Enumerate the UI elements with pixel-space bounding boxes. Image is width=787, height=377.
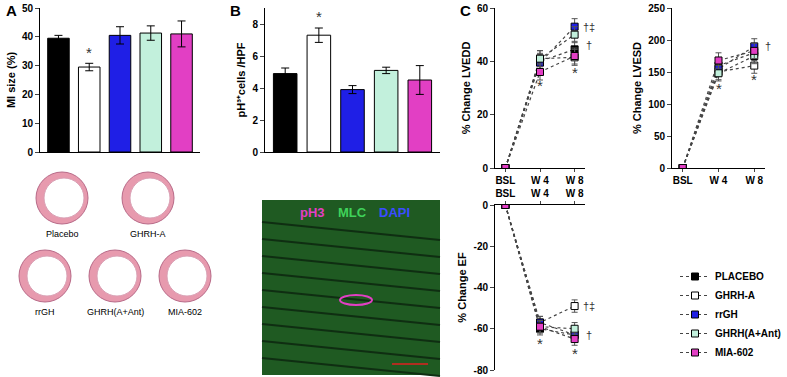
svg-text:GHRH(A+Ant): GHRH(A+Ant) <box>87 307 144 317</box>
svg-text:*: * <box>86 44 92 61</box>
svg-text:20: 20 <box>477 109 489 120</box>
svg-text:*: * <box>751 71 757 88</box>
svg-text:150: 150 <box>648 67 665 78</box>
svg-text:W 4: W 4 <box>710 175 728 186</box>
svg-text:GHRH-A: GHRH-A <box>715 290 755 301</box>
svg-text:†‡: †‡ <box>583 21 595 33</box>
svg-text:0: 0 <box>659 163 665 174</box>
svg-text:0: 0 <box>482 200 488 211</box>
svg-text:6: 6 <box>252 51 258 62</box>
svg-text:MI size (%): MI size (%) <box>5 52 17 109</box>
svg-text:pH³⁺cells /HPF: pH³⁺cells /HPF <box>235 42 247 117</box>
svg-text:% Change EF: % Change EF <box>456 252 468 323</box>
svg-text:200: 200 <box>648 35 665 46</box>
svg-text:BSL: BSL <box>673 175 693 186</box>
svg-text:100: 100 <box>648 99 665 110</box>
svg-text:30: 30 <box>22 60 34 71</box>
svg-text:250: 250 <box>648 3 665 14</box>
svg-text:†‡: †‡ <box>583 300 595 312</box>
svg-text:% Change LVESD: % Change LVESD <box>631 42 643 134</box>
svg-text:pH3: pH3 <box>300 205 325 220</box>
svg-text:GHRH-A: GHRH-A <box>130 229 166 239</box>
svg-text:BSL: BSL <box>495 175 515 186</box>
svg-text:% Change LVEDD: % Change LVEDD <box>460 42 472 135</box>
svg-text:BSL: BSL <box>495 188 515 199</box>
svg-text:*: * <box>716 80 722 97</box>
svg-text:*: * <box>572 345 578 362</box>
svg-text:4: 4 <box>252 83 258 94</box>
svg-text:-80: -80 <box>474 365 489 376</box>
svg-text:*: * <box>537 77 543 94</box>
svg-text:†: † <box>586 39 592 51</box>
svg-text:A: A <box>6 2 17 19</box>
svg-text:C: C <box>460 2 471 19</box>
svg-text:0: 0 <box>27 147 33 158</box>
svg-text:-20: -20 <box>474 241 489 252</box>
svg-text:8: 8 <box>252 19 258 30</box>
svg-text:-60: -60 <box>474 323 489 334</box>
svg-text:rrGH: rrGH <box>35 307 55 317</box>
svg-text:60: 60 <box>477 3 489 14</box>
svg-text:MLC: MLC <box>338 205 367 220</box>
svg-text:*: * <box>316 8 322 25</box>
svg-text:PLACEBO: PLACEBO <box>715 271 764 282</box>
svg-text:0: 0 <box>482 163 488 174</box>
svg-text:W 8: W 8 <box>745 175 763 186</box>
svg-text:20: 20 <box>22 89 34 100</box>
svg-text:W 4: W 4 <box>531 175 549 186</box>
svg-text:W 4: W 4 <box>531 188 549 199</box>
svg-text:MIA-602: MIA-602 <box>715 347 754 358</box>
svg-text:rrGH: rrGH <box>715 309 738 320</box>
svg-text:GHRH(A+Ant): GHRH(A+Ant) <box>715 328 781 339</box>
svg-text:10: 10 <box>22 118 34 129</box>
svg-text:B: B <box>230 2 241 19</box>
svg-text:40: 40 <box>477 56 489 67</box>
svg-text:50: 50 <box>22 3 34 14</box>
svg-text:MIA-602: MIA-602 <box>168 307 202 317</box>
svg-text:W 8: W 8 <box>566 175 584 186</box>
svg-text:†: † <box>586 329 592 341</box>
svg-text:0: 0 <box>252 147 258 158</box>
svg-text:-40: -40 <box>474 282 489 293</box>
svg-text:*: * <box>537 335 543 352</box>
svg-text:†: † <box>765 40 771 52</box>
svg-text:40: 40 <box>22 31 34 42</box>
svg-text:DAPI: DAPI <box>379 205 410 220</box>
svg-text:W 8: W 8 <box>566 188 584 199</box>
svg-text:2: 2 <box>252 115 258 126</box>
svg-text:*: * <box>572 64 578 81</box>
svg-text:Placebo: Placebo <box>46 229 79 239</box>
svg-text:50: 50 <box>654 131 666 142</box>
